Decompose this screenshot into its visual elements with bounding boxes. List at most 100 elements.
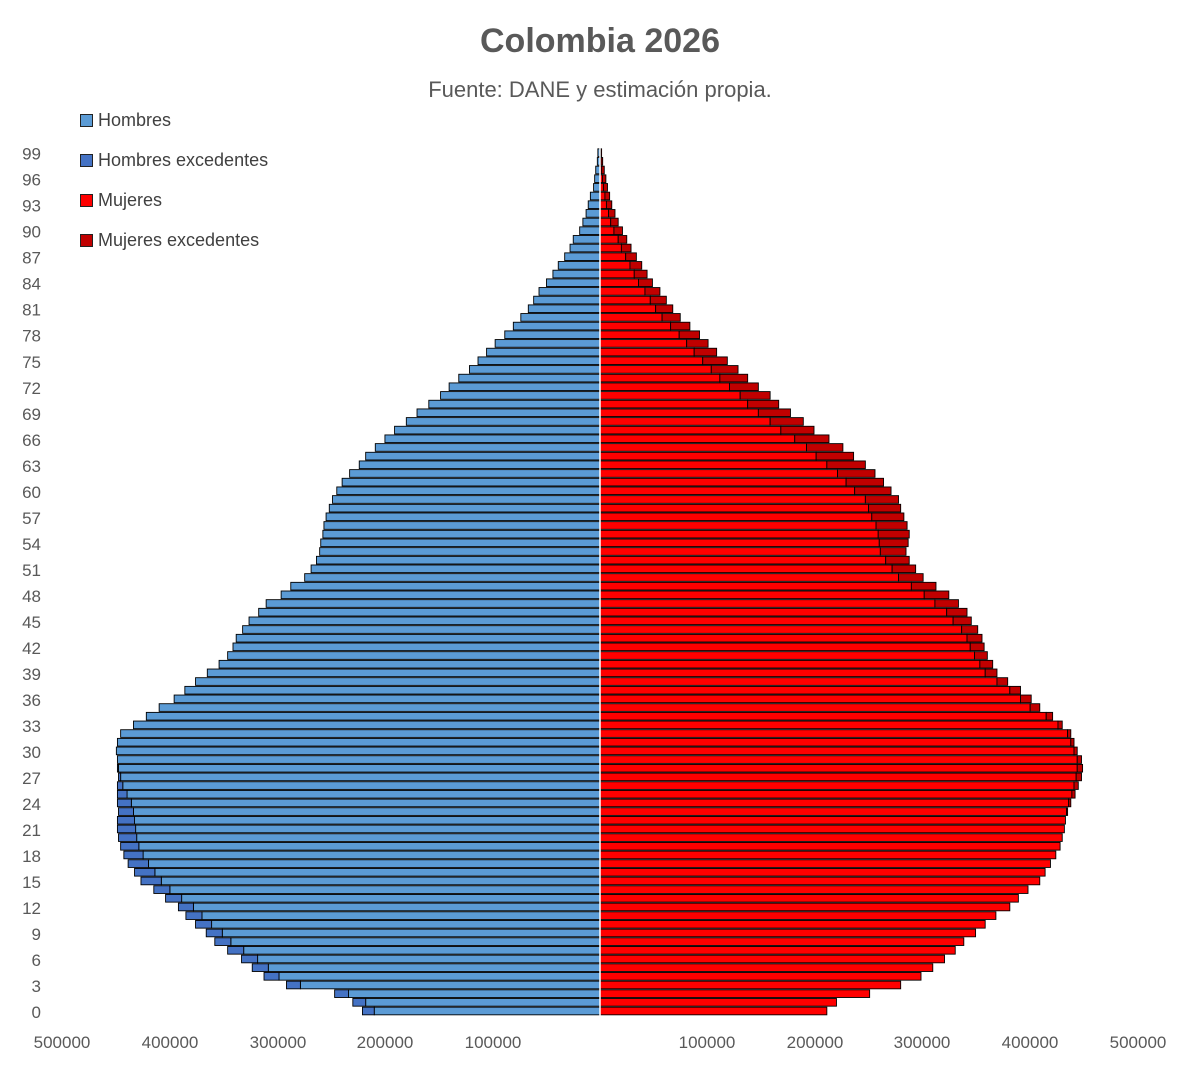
bar-hombres-excedentes [352,998,367,1007]
chart-title: Colombia 2026 [480,22,720,60]
bar-hombres [527,304,601,314]
bar-hombres [582,217,601,227]
x-tick-label: 300000 [894,1033,951,1052]
bar-hombres-excedentes [120,841,140,851]
bar-hombres [115,746,601,756]
bar-mujeres-excedentes [1029,703,1041,712]
bar-mujeres-excedentes [601,165,605,175]
bar-mujeres-excedentes [719,373,749,383]
x-tick-label: 400000 [1002,1033,1059,1052]
bar-hombres [316,555,601,565]
bar-mujeres-excedentes [747,399,780,409]
bar-mujeres-excedentes [1076,755,1082,764]
bar-mujeres [599,902,1011,912]
bar-hombres [133,720,601,730]
bar-mujeres-excedentes [686,339,709,348]
bar-mujeres [599,737,1072,747]
bar-mujeres-excedentes [1068,798,1072,808]
bar-mujeres [599,235,619,244]
bar-mujeres [599,694,1021,704]
bar-mujeres [599,998,837,1007]
y-tick-label: 75 [22,353,41,372]
bar-hombres-excedentes [251,963,269,972]
legend-item-mujeres: Mujeres [80,180,268,220]
bar-mujeres-excedentes [1071,789,1076,799]
bar-mujeres [599,347,695,357]
bar-mujeres-excedentes [620,243,632,253]
bar-mujeres [599,954,945,964]
y-tick-label: 57 [22,509,41,528]
bar-mujeres-excedentes [644,287,661,296]
bar-hombres-excedentes [116,798,132,808]
bar-hombres [227,651,601,660]
bar-mujeres-excedentes [649,295,667,305]
y-tick-label: 3 [32,977,41,996]
bar-hombres [192,902,601,912]
bar-mujeres [599,330,680,340]
y-tick-label: 30 [22,743,41,762]
bar-hombres [120,729,601,738]
bar-mujeres [599,946,956,955]
bar-hombres-excedentes [227,946,245,955]
bar-mujeres-excedentes [996,677,1009,686]
bar-hombres [587,200,601,209]
bar-hombres [552,269,601,279]
bar-mujeres [599,278,639,288]
bar-hombres [428,399,601,409]
bar-hombres [520,313,601,322]
bar-mujeres [599,495,866,504]
bar-hombres [195,677,601,686]
bar-hombres [120,772,601,782]
bar-mujeres-excedentes [661,313,681,322]
bar-hombres [116,755,601,764]
chart-legend: Hombres Hombres excedentes Mujeres Mujer… [80,100,268,260]
bar-mujeres [599,443,807,452]
bar-hombres [358,460,601,470]
bar-hombres [133,807,601,816]
bar-mujeres [599,711,1047,721]
bar-mujeres-excedentes [729,382,759,392]
bar-hombres [322,529,601,539]
bar-hombres [538,287,601,296]
y-tick-label: 0 [32,1003,41,1022]
bar-mujeres [599,304,657,314]
bar-mujeres [599,989,871,998]
bar-mujeres [599,798,1070,808]
bar-mujeres-excedentes [625,252,637,262]
bar-mujeres-excedentes [693,347,718,357]
bar-mujeres [599,894,1019,903]
bar-hombres [494,339,601,348]
bar-mujeres-excedentes [961,625,979,634]
y-tick-label: 6 [32,951,41,970]
bar-mujeres [599,295,651,305]
bar-hombres [594,174,601,183]
bar-hombres [278,972,601,981]
bar-mujeres [599,547,881,556]
bar-mujeres [599,529,879,539]
bar-hombres [365,451,601,461]
bar-mujeres-excedentes [710,365,739,374]
bar-mujeres [599,755,1078,764]
y-tick-label: 81 [22,301,41,320]
bar-hombres [290,581,601,591]
bar-mujeres-excedentes [871,512,905,522]
bar-mujeres [599,920,986,929]
bar-mujeres [599,972,922,981]
bar-hombres-excedentes [134,867,156,877]
bar-hombres-excedentes [185,911,203,920]
bar-mujeres [599,781,1075,790]
bar-hombres [265,599,601,608]
bar-mujeres-excedentes [739,391,771,400]
bar-hombres-excedentes [116,763,119,773]
bar-mujeres [599,434,796,444]
bar-mujeres-excedentes [1073,746,1078,756]
bar-hombres [512,321,601,331]
bar-hombres [173,694,601,704]
bar-hombres-excedentes [118,833,138,842]
bar-mujeres [599,850,1057,860]
bar-hombres-excedentes [116,824,137,834]
bar-mujeres [599,876,1041,886]
legend-item-hombres-excedentes: Hombres excedentes [80,140,268,180]
legend-swatch-hombres-excedentes [80,153,93,167]
